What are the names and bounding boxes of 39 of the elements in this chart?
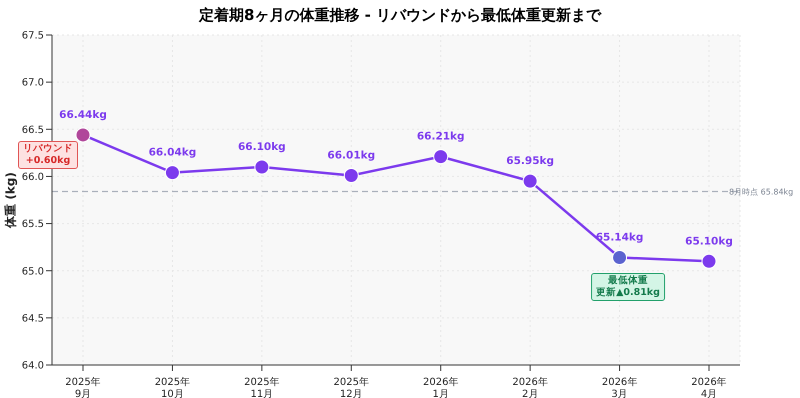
x-tick-label: 2025年 10月 <box>154 376 190 398</box>
data-label: 66.04kg <box>148 146 196 159</box>
data-label: 66.21kg <box>416 130 465 143</box>
y-tick-label: 67.0 <box>22 78 44 89</box>
annotation: 更新▲0.81kg <box>596 287 660 299</box>
y-tick-label: 66.0 <box>22 172 44 183</box>
y-axis-title: 体重 (kg) <box>3 172 18 229</box>
point <box>433 149 448 164</box>
point <box>164 165 180 180</box>
point <box>254 160 270 174</box>
data-label: 66.01kg <box>327 149 376 162</box>
data-label: 66.10kg <box>238 141 286 153</box>
data-label: 65.14kg <box>596 232 644 244</box>
point <box>702 254 716 269</box>
annotation: +0.60kg <box>24 155 72 167</box>
x-tick-label: 2026年 1月 <box>422 376 458 398</box>
data-label: 65.95kg <box>506 155 554 168</box>
data-label: 65.10kg <box>685 235 733 248</box>
y-tick-label: 64.5 <box>22 313 44 324</box>
x-tick-label: 2026年 4月 <box>691 376 727 398</box>
x-tick-label: 2025年 9月 <box>65 376 101 398</box>
y-tick-label: 67.5 <box>22 30 44 42</box>
x-tick-label: 2026年 2月 <box>512 376 548 398</box>
y-tick-label: 65.0 <box>22 266 44 278</box>
ref-line-label: 8月時点 65.84kg <box>729 187 794 196</box>
y-tick-label: 66.5 <box>22 124 44 136</box>
x-tick-label: 2026年 3月 <box>602 376 638 398</box>
annotation: 最低体重 <box>607 275 649 286</box>
y-tick-label: 64.0 <box>22 360 44 372</box>
point <box>612 250 628 266</box>
point <box>344 168 359 183</box>
x-tick-label: 2025年 11月 <box>244 376 280 398</box>
data-label: 66.44kg <box>59 108 107 121</box>
chart-title: 定着期8ヶ月の体重推移 - リバウンドから最低体重更新まで <box>198 6 602 25</box>
y-tick-label: 65.5 <box>22 219 44 230</box>
x-tick-label: 2025年 12月 <box>334 376 370 398</box>
annotation: リバウンド <box>23 143 73 155</box>
point <box>522 174 538 189</box>
point <box>76 127 90 142</box>
